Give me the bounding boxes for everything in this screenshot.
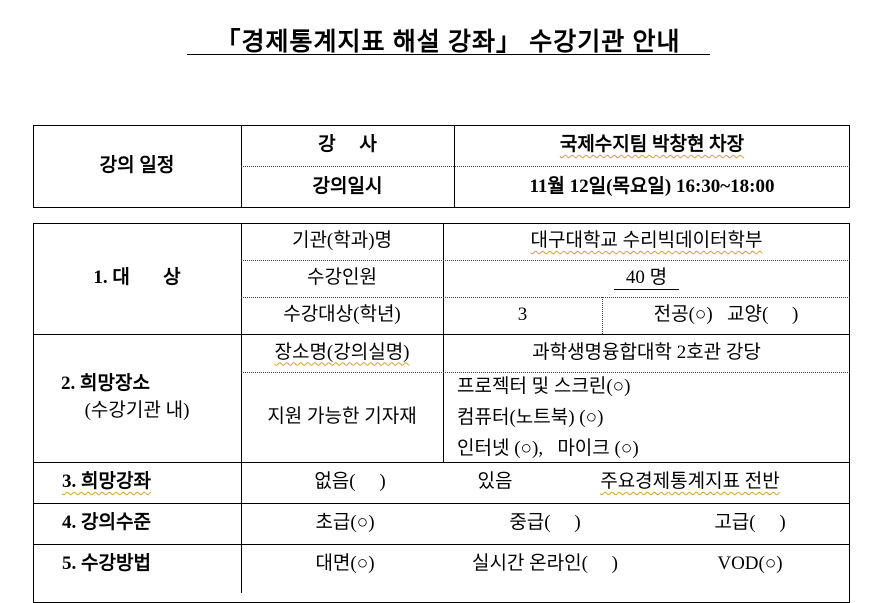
divider xyxy=(241,260,850,261)
course-label: 3. 희망강좌 xyxy=(62,471,151,493)
course-value: 주요경제통계지표 전반 xyxy=(600,471,780,493)
level-option: 고급( ) xyxy=(714,512,786,534)
equipment-label: 지원 가능한 기자재 xyxy=(267,406,417,427)
count-label: 수강인원 xyxy=(307,267,377,289)
schedule-label: 강의 일정 xyxy=(99,155,175,177)
grade-value: 3 xyxy=(517,304,528,326)
method-label: 5. 수강방법 xyxy=(62,553,151,575)
method-option: 실시간 온라인( ) xyxy=(471,553,619,575)
divider xyxy=(33,334,850,335)
method-option: 대면(○) xyxy=(315,553,375,575)
datetime-value: 11월 12일(목요일) 16:30~18:00 xyxy=(529,175,775,197)
target-label: 1. 대 상 xyxy=(93,267,181,289)
room-label: 장소명(강의실명) xyxy=(274,341,410,363)
title-underline xyxy=(187,54,710,55)
method-option: VOD(○) xyxy=(717,553,783,575)
equipment-list: 프로젝터 및 스크린(○) 컴퓨터(노트북) (○) 인터넷 (○), 마이크 … xyxy=(443,372,850,462)
place-sublabel: (수강기관 내) xyxy=(84,400,190,421)
divider xyxy=(241,223,242,593)
equipment-item: 인터넷 (○), 마이크 (○) xyxy=(457,437,639,459)
divider xyxy=(33,503,850,504)
level-option: 중급( ) xyxy=(509,512,581,534)
divider xyxy=(33,544,850,545)
room-value: 과학생명융합대학 2호관 강당 xyxy=(532,341,761,363)
course-type-checkbox: 전공(○) 교양( ) xyxy=(653,304,799,326)
level-option: 초급(○) xyxy=(315,512,375,534)
equipment-item: 컴퓨터(노트북) (○) xyxy=(457,406,604,428)
divider xyxy=(241,372,850,373)
grade-label: 수강대상(학년) xyxy=(283,304,401,326)
page-title: 「경제통계지표 해설 강좌」 수강기관 안내 xyxy=(215,29,681,56)
institution-value: 대구대학교 수리빅데이터학부 xyxy=(530,230,763,252)
place-title: 2. 희망장소 xyxy=(61,373,150,395)
course-none-option: 없음( ) xyxy=(314,471,386,493)
divider xyxy=(241,297,850,298)
instructor-label: 강 사 xyxy=(318,134,377,156)
divider xyxy=(443,223,444,462)
instructor-value: 국제수지팀 박창현 차장 xyxy=(559,134,745,156)
datetime-label: 강의일시 xyxy=(312,175,383,197)
equipment-item: 프로젝터 및 스크린(○) xyxy=(457,375,631,397)
place-label: 2. 희망장소 (수강기관 내) xyxy=(33,334,241,462)
institution-label: 기관(학과)명 xyxy=(291,230,393,252)
level-label: 4. 강의수준 xyxy=(62,512,151,534)
count-value: 40 명 xyxy=(443,260,850,297)
divider xyxy=(241,166,850,167)
divider xyxy=(33,462,850,463)
course-yes-option: 있음 xyxy=(477,471,513,493)
divider xyxy=(602,297,603,334)
